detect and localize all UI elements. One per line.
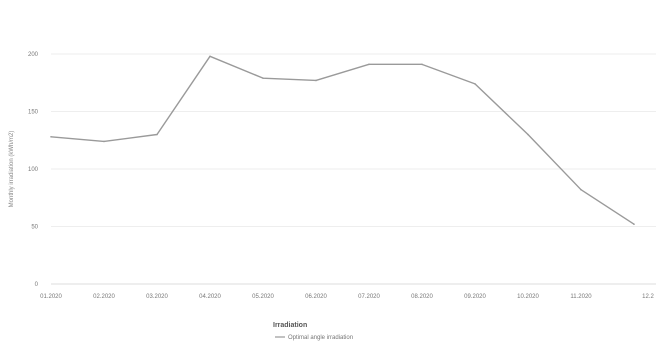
series-line[interactable] bbox=[50, 55, 635, 225]
data-point[interactable] bbox=[527, 133, 529, 136]
x-tick-label: 05.2020 bbox=[252, 294, 274, 300]
x-tick-label: 03.2020 bbox=[146, 294, 168, 300]
y-tick-label: 100 bbox=[28, 167, 39, 173]
y-tick-label: 0 bbox=[35, 282, 39, 288]
y-tick-label: 50 bbox=[31, 225, 38, 231]
data-point[interactable] bbox=[209, 55, 211, 58]
x-axis: 01.2020 02.2020 03.2020 04.2020 05.2020 06.20… bbox=[40, 294, 654, 300]
y-axis-title: Monthly irradiation (kWh/m2) bbox=[9, 131, 15, 208]
x-tick-label: 04.2020 bbox=[199, 294, 221, 300]
data-point[interactable] bbox=[633, 223, 635, 225]
data-point[interactable] bbox=[421, 63, 423, 66]
x-tick-label: 11.2020 bbox=[570, 294, 592, 300]
data-point[interactable] bbox=[156, 133, 158, 136]
data-point[interactable] bbox=[368, 63, 370, 66]
x-tick-label: 07.2020 bbox=[358, 294, 380, 300]
x-tick-label: 10.2020 bbox=[517, 294, 539, 300]
series-layer bbox=[50, 55, 635, 225]
data-point[interactable] bbox=[580, 188, 582, 191]
legend: Irradiation Optimal angle irradiation bbox=[273, 322, 353, 341]
grid-lines bbox=[51, 53, 656, 285]
data-point[interactable] bbox=[50, 136, 52, 138]
data-point[interactable] bbox=[315, 79, 317, 82]
y-tick-label: 150 bbox=[28, 110, 39, 116]
legend-item-label[interactable]: Optimal angle irradiation bbox=[288, 335, 353, 341]
x-tick-label: 09.2020 bbox=[464, 294, 486, 300]
x-tick-label: 02.2020 bbox=[93, 294, 115, 300]
data-point[interactable] bbox=[262, 77, 264, 79]
y-tick-label: 200 bbox=[28, 52, 39, 58]
data-point[interactable] bbox=[103, 140, 105, 143]
x-tick-label: 08.2020 bbox=[411, 294, 433, 300]
data-point[interactable] bbox=[474, 83, 476, 85]
y-axis: Monthly irradiation (kWh/m2) 0 50 100 150 20… bbox=[9, 52, 39, 288]
x-tick-label: 12.2 bbox=[642, 294, 654, 300]
legend-title: Irradiation bbox=[273, 322, 307, 329]
x-tick-label: 01.2020 bbox=[40, 294, 62, 300]
x-tick-label: 06.2020 bbox=[305, 294, 327, 300]
